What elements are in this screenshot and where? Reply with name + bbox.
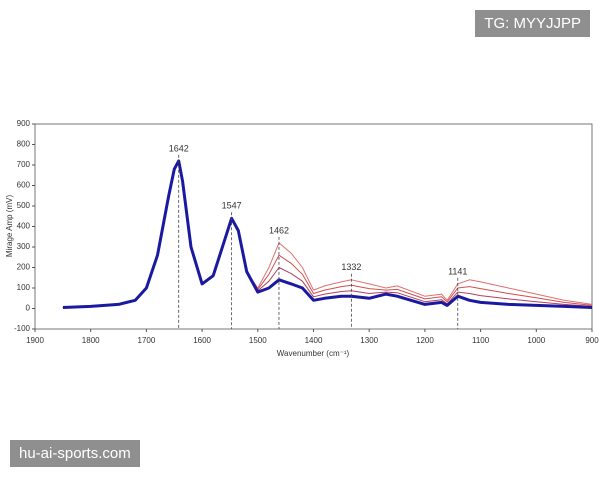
x-tick-label: 900: [585, 336, 599, 345]
y-tick-label: 200: [17, 263, 31, 272]
x-axis-label: Wavenumber (cm⁻¹): [277, 349, 350, 358]
y-tick-label: 400: [17, 222, 31, 231]
peak-label: 1332: [341, 262, 361, 272]
peak-label: 1547: [222, 201, 242, 211]
y-tick-label: 0: [26, 304, 31, 313]
y-tick-label: 800: [17, 140, 31, 149]
x-tick-label: 1200: [416, 336, 434, 345]
tag-overlay: TG: MYYJJPP: [475, 10, 590, 37]
x-tick-label: 1500: [249, 336, 267, 345]
y-tick-label: 500: [17, 201, 31, 210]
peak-label: 1141: [448, 266, 467, 276]
y-tick-label: 900: [17, 119, 31, 128]
x-tick-label: 1900: [26, 336, 44, 345]
y-tick-label: 100: [17, 283, 31, 292]
peak-label: 1642: [169, 143, 189, 153]
x-tick-label: 1400: [305, 336, 323, 345]
site-overlay: hu-ai-sports.com: [10, 440, 140, 467]
spectrum-line: [62, 160, 593, 308]
x-tick-label: 1800: [82, 336, 100, 345]
y-tick-label: 300: [17, 242, 31, 251]
y-tick-label: -100: [14, 324, 31, 333]
y-tick-label: 600: [17, 181, 31, 190]
y-tick-label: 700: [17, 160, 31, 169]
x-tick-label: 1600: [193, 336, 211, 345]
peak-label: 1462: [269, 225, 289, 235]
x-tick-label: 1100: [472, 336, 490, 345]
x-tick-label: 1700: [138, 336, 156, 345]
y-axis-label: Mirage Amp (mV): [5, 195, 14, 258]
x-tick-label: 1000: [527, 336, 545, 345]
x-tick-label: 1300: [360, 336, 378, 345]
